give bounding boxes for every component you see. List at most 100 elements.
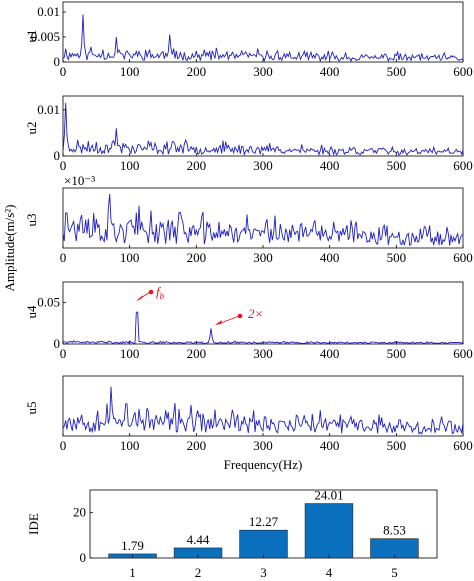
x-tick-label: 200 <box>187 438 207 453</box>
x-tick-label: 300 <box>253 250 273 265</box>
x-tick-label: 400 <box>320 438 340 453</box>
y-tick-label: 20 <box>73 505 86 520</box>
annotation-fb: fb <box>156 284 165 301</box>
x-tick-label: 0 <box>60 346 67 361</box>
x-tick-label: 500 <box>387 64 407 79</box>
x-tick-label: 600 <box>453 158 473 173</box>
y-tick-label: 0 <box>80 550 87 565</box>
annotation-arrowhead-fb <box>136 295 143 301</box>
x-tick-label: 400 <box>320 250 340 265</box>
x-tick-label: 3 <box>260 565 267 580</box>
xlabel-frequency: Frequency(Hz) <box>224 457 303 472</box>
x-tick-label: 200 <box>187 250 207 265</box>
y-tick-label: 0 <box>54 148 61 163</box>
x-tick-label: 600 <box>453 346 473 361</box>
x-tick-label: 600 <box>453 64 473 79</box>
x-tick-label: 100 <box>120 438 140 453</box>
x-tick-label: 400 <box>320 158 340 173</box>
ylabel-u4: u4 <box>24 305 39 319</box>
x-tick-label: 5 <box>391 565 398 580</box>
annotation-fb-main: f <box>156 284 162 299</box>
x-tick-label: 300 <box>253 346 273 361</box>
x-tick-label: 100 <box>120 158 140 173</box>
x-tick-label: 500 <box>387 438 407 453</box>
bars-ide <box>108 503 419 559</box>
annotation-arrow-2x <box>217 315 240 325</box>
bar-label-1: 1.79 <box>121 538 144 553</box>
yticks-u1: 0 0.005 0.01 <box>31 4 66 69</box>
panel-u2: u2 0 100 200 300 400 500 600 00.01 <box>24 95 473 173</box>
ylabel-u1: u1 <box>24 30 39 43</box>
x-tick-label: 100 <box>120 250 140 265</box>
x-tick-label: 0 <box>60 158 67 173</box>
yticks-u2: 00.01 <box>37 102 66 163</box>
bar-label-4: 24.01 <box>314 488 343 503</box>
series-line-u5 <box>62 386 464 435</box>
annotation-fb-sub: b <box>160 291 165 301</box>
panel-u5: u5 0 100 200 300 400 500 600 Frequency(Hz) <box>24 375 473 472</box>
series-line-u1 <box>62 14 464 63</box>
y-tick-label: 0.01 <box>37 102 60 117</box>
bar-labels-ide: 1.79 4.44 12.27 24.01 8.53 <box>121 488 406 553</box>
xticks-u4: 0 100 200 300 400 500 600 <box>60 341 473 361</box>
xticks-ide: 1 2 3 4 5 <box>129 555 398 580</box>
x-tick-label: 400 <box>320 64 340 79</box>
x-tick-label: 300 <box>253 438 273 453</box>
axes-frame-u2 <box>62 95 464 157</box>
bar-label-2: 4.44 <box>187 532 210 547</box>
x-tick-label: 400 <box>320 346 340 361</box>
y-tick-label: 0 <box>54 54 61 69</box>
x-tick-label: 200 <box>187 346 207 361</box>
x-tick-label: 500 <box>387 158 407 173</box>
x-tick-label: 0 <box>60 438 67 453</box>
series-line-u3 <box>62 193 464 247</box>
annotation-dot-fb <box>148 289 154 295</box>
shared-ylabel: Amplitude(m/s²) <box>2 205 17 292</box>
panel-u1: u1 0 100 200 300 400 500 600 0 0.005 0.01 <box>24 1 473 79</box>
panel-u3: ×10⁻³ u3 0 100 200 300 400 500 600 <box>24 173 473 265</box>
x-tick-label: 100 <box>120 64 140 79</box>
axes-frame-u3 <box>62 187 464 249</box>
annotation-arrowhead-2x <box>215 320 222 325</box>
x-tick-label: 100 <box>120 346 140 361</box>
x-tick-label: 200 <box>187 158 207 173</box>
series-line-u2 <box>62 102 464 157</box>
xticks-u5: 0 100 200 300 400 500 600 <box>60 433 473 453</box>
x-tick-label: 300 <box>253 64 273 79</box>
x-tick-label: 0 <box>60 250 67 265</box>
y-tick-label: 0.01 <box>37 4 60 19</box>
xticks-u1: 0 100 200 300 400 500 600 <box>60 59 473 79</box>
exponent-u3: ×10⁻³ <box>64 173 95 188</box>
x-tick-label: 4 <box>326 565 333 580</box>
bar-3 <box>239 529 288 559</box>
x-tick-label: 300 <box>253 158 273 173</box>
yticks-u4: 00.05 <box>37 295 66 351</box>
ylabel-u3: u3 <box>24 214 39 227</box>
x-tick-label: 0 <box>60 64 67 79</box>
x-tick-label: 1 <box>129 565 136 580</box>
panel-u4: u4 0 100 200 300 400 500 600 00.05 fb 2× <box>24 281 473 361</box>
axes-frame-u1 <box>62 1 464 63</box>
xticks-u3: 0 100 200 300 400 500 600 <box>60 245 473 265</box>
bar-label-5: 8.53 <box>383 523 406 538</box>
ylabel-ide: IDE <box>26 513 41 535</box>
x-tick-label: 500 <box>387 250 407 265</box>
y-tick-label: 0.005 <box>31 29 60 44</box>
bar-4 <box>304 503 354 559</box>
panel-ide: IDE 1.79 4.44 12.27 24.01 8.53 1 2 3 4 5 0 20 <box>26 488 438 580</box>
annotation-2x: 2× <box>248 306 263 321</box>
ylabel-u5: u5 <box>24 402 39 415</box>
x-tick-label: 600 <box>453 250 473 265</box>
y-tick-label: 0.05 <box>37 295 60 310</box>
bar-label-3: 12.27 <box>249 514 279 529</box>
ylabel-u2: u2 <box>24 122 39 135</box>
yticks-ide: 0 20 <box>73 505 93 565</box>
x-tick-label: 600 <box>453 438 473 453</box>
x-tick-label: 200 <box>187 64 207 79</box>
x-tick-label: 2 <box>195 565 202 580</box>
xticks-u2: 0 100 200 300 400 500 600 <box>60 153 473 173</box>
annotation-dot-2x <box>237 313 243 319</box>
x-tick-label: 500 <box>387 346 407 361</box>
y-tick-label: 0 <box>54 336 61 351</box>
